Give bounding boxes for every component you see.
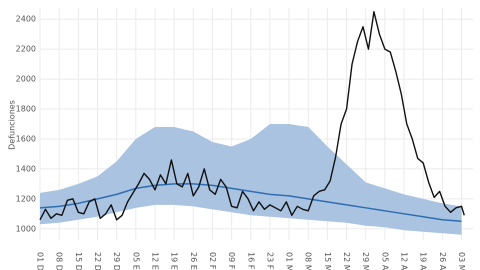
x-tick-label: 29 D <box>112 252 121 270</box>
y-tick-label: 1000 <box>16 224 36 233</box>
x-tick-label: 15 D <box>74 252 83 270</box>
y-tick-label: 2400 <box>16 15 36 24</box>
x-tick-label: 22 M <box>342 252 351 270</box>
y-tick-label: 2000 <box>16 75 36 84</box>
x-tick-label: 26 E <box>189 252 198 270</box>
x-tick-label: 19 E <box>170 252 179 270</box>
observed-line <box>39 11 465 221</box>
x-tick-label: 23 F <box>265 252 274 270</box>
x-tick-label: 05 E <box>131 252 140 270</box>
y-tick-label: 2200 <box>16 45 36 54</box>
x-tick-label: 02 F <box>208 252 217 270</box>
x-tick-label: 15 M <box>323 252 332 270</box>
x-tick-label: 08 M <box>304 252 313 270</box>
x-tick-label: 26 A <box>438 252 447 270</box>
x-tick-label: 01 M <box>285 252 294 270</box>
x-tick-label: 03 M <box>457 252 466 270</box>
x-tick-label: 12 A <box>400 252 409 270</box>
x-tick-label: 08 D <box>55 252 64 270</box>
x-tick-label: 19 A <box>419 252 428 270</box>
x-tick-label: 12 E <box>150 252 159 270</box>
y-tick-label: 1800 <box>16 105 36 114</box>
expected-line <box>39 183 462 223</box>
y-tick-label: 1600 <box>16 134 36 143</box>
y-tick-label: 1200 <box>16 194 36 203</box>
x-tick-label: 05 A <box>380 252 389 270</box>
x-tick-label: 01 D <box>36 252 45 270</box>
y-tick-label: 1400 <box>16 164 36 173</box>
x-tick-label: 16 F <box>246 252 255 270</box>
y-axis-label: Defunciones <box>8 100 17 150</box>
x-tick-label: 29 M <box>361 252 370 270</box>
x-tick-label: 09 F <box>227 252 236 270</box>
x-tick-label: 22 D <box>93 252 102 270</box>
